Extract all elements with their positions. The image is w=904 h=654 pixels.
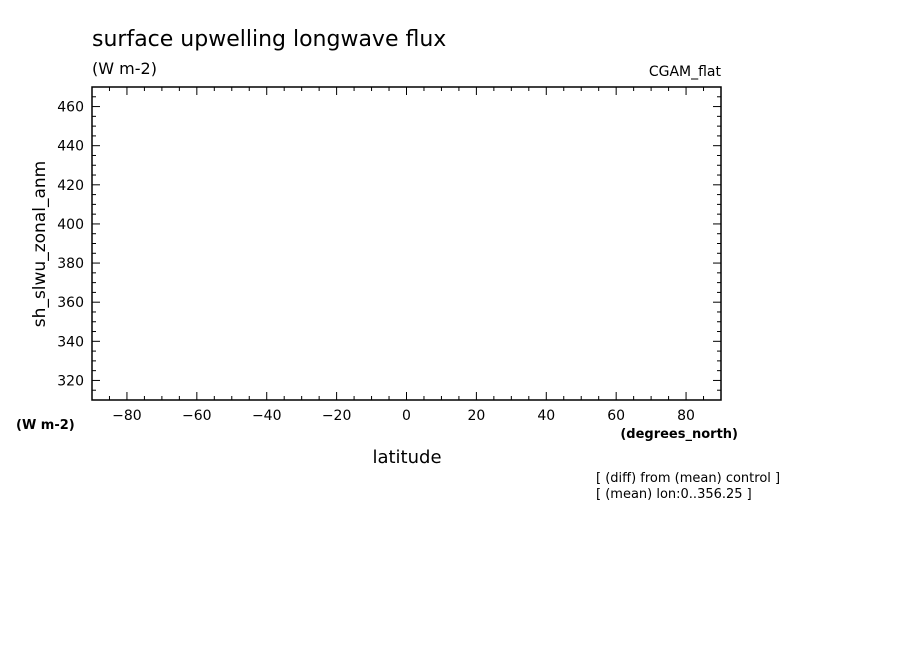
y-axis-units: (W m-2) [16, 418, 75, 433]
x-tick-label: 60 [607, 408, 625, 424]
x-tick-label: 80 [677, 408, 695, 424]
y-tick-label: 420 [57, 178, 84, 194]
chart-title: surface upwelling longwave flux [92, 27, 446, 52]
y-tick-label: 360 [57, 295, 84, 311]
dataset-label: CGAM_flat [649, 64, 722, 80]
x-tick-label: −80 [112, 408, 142, 424]
y-tick-label: 340 [57, 334, 84, 350]
plot-frame [91, 86, 722, 401]
x-tick-label: 20 [467, 408, 485, 424]
y-axis-label: sh_slwu_zonal_anm [30, 161, 50, 327]
y-tick-label: 460 [57, 100, 84, 116]
x-tick-label: −40 [252, 408, 282, 424]
chart-subtitle: (W m-2) [92, 59, 157, 78]
axis-ticks [91, 86, 722, 401]
annotation-diff: [ (diff) from (mean) control ] [596, 471, 780, 486]
y-tick-label: 320 [57, 373, 84, 389]
annotation-mean: [ (mean) lon:0..356.25 ] [596, 487, 752, 502]
y-tick-label: 380 [57, 256, 84, 272]
x-tick-label: −20 [322, 408, 352, 424]
x-axis-label: latitude [372, 447, 441, 468]
y-tick-labels: 320 340 360 380 400 420 440 460 [57, 100, 84, 390]
x-tick-label: 0 [402, 408, 411, 424]
x-tick-label: −60 [182, 408, 212, 424]
y-tick-label: 400 [57, 217, 84, 233]
y-tick-label: 440 [57, 139, 84, 155]
x-axis-units: (degrees_north) [620, 427, 738, 442]
x-tick-label: 40 [537, 408, 555, 424]
x-tick-labels: −80 −60 −40 −20 0 20 40 60 80 [112, 408, 695, 424]
